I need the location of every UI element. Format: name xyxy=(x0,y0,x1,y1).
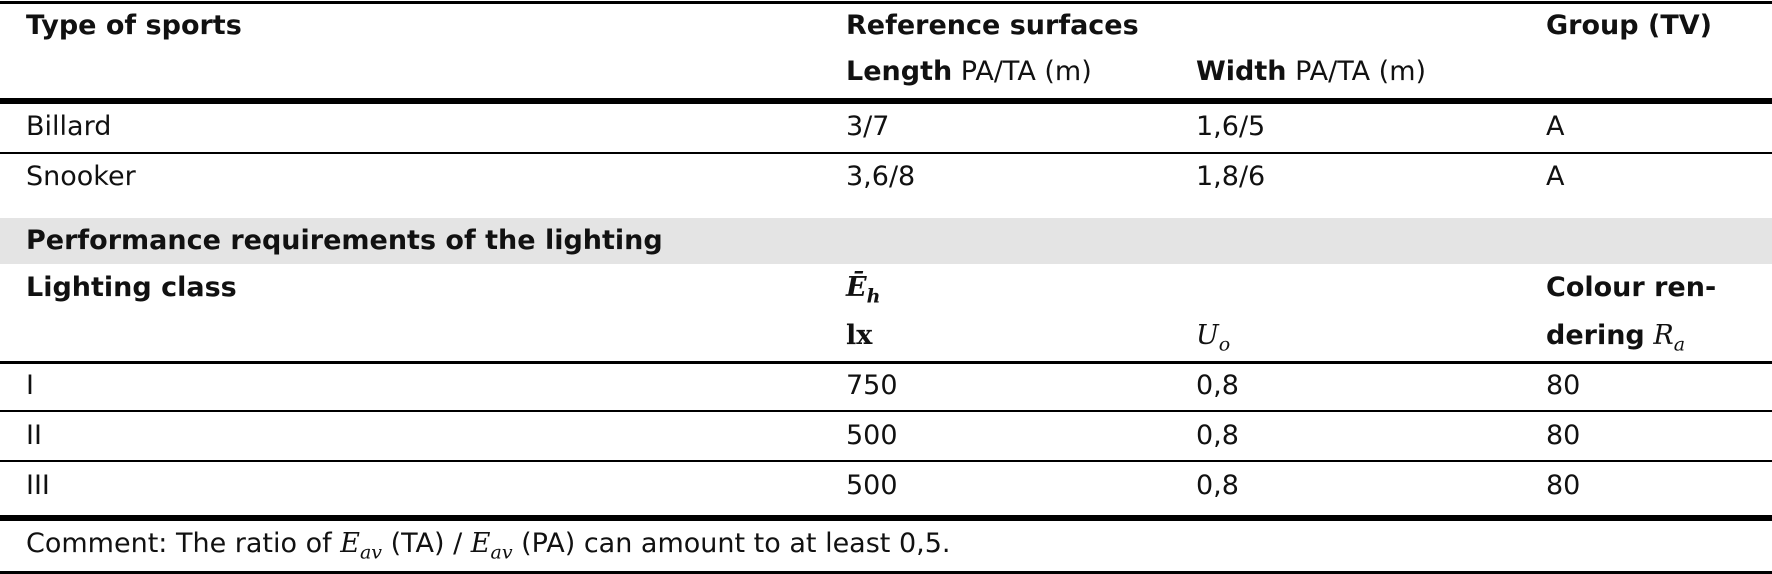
symbol: Ē xyxy=(846,272,867,303)
rule xyxy=(0,1,1772,4)
table-cell: 500 xyxy=(846,420,898,451)
header-cell: Reference surfaces xyxy=(846,10,1139,41)
text: Comment: The ratio of xyxy=(26,528,341,559)
subscript: h xyxy=(866,285,881,308)
table-cell: Snooker xyxy=(26,161,136,192)
subscript: o xyxy=(1218,333,1231,356)
table-cell: 0,8 xyxy=(1196,370,1239,401)
text: (PA) can amount to at least 0,5. xyxy=(512,528,951,559)
header-cell: Colour ren- xyxy=(1546,272,1717,303)
table-cell: A xyxy=(1546,161,1565,192)
header-cell: dering Ra xyxy=(1546,320,1685,360)
rule xyxy=(0,410,1772,412)
table-cell: 500 xyxy=(846,470,898,501)
symbol: R xyxy=(1653,320,1674,351)
table-cell: II xyxy=(26,420,42,451)
section-band xyxy=(0,218,1772,264)
section-title: Performance requirements of the lighting xyxy=(26,225,663,256)
table-cell: Billard xyxy=(26,111,112,142)
table-cell: 3/7 xyxy=(846,111,890,142)
table-cell: I xyxy=(26,370,34,401)
header-cell: Ēh xyxy=(846,272,880,312)
symbol: Eav xyxy=(470,528,513,563)
table-cell: 80 xyxy=(1546,420,1581,451)
table-cell: 750 xyxy=(846,370,898,401)
rule xyxy=(0,152,1772,154)
header-cell: Length PA/TA (m) xyxy=(846,56,1092,88)
label: Length xyxy=(846,56,953,87)
table-cell: 0,8 xyxy=(1196,470,1239,501)
table-cell: 0,8 xyxy=(1196,420,1239,451)
table-cell: 1,6/5 xyxy=(1196,111,1266,142)
table-cell: 80 xyxy=(1546,370,1581,401)
symbol: E xyxy=(340,528,360,559)
symbol: Eav xyxy=(340,528,382,563)
rule xyxy=(0,460,1772,462)
table-cell: 1,8/6 xyxy=(1196,161,1266,192)
subscript: av xyxy=(359,541,382,564)
header-cell: lx xyxy=(846,320,873,351)
table-cell: A xyxy=(1546,111,1565,142)
header-cell: Uo xyxy=(1196,320,1230,360)
subscript: av xyxy=(490,541,513,564)
table-cell: 3,6/8 xyxy=(846,161,916,192)
symbol: U xyxy=(1196,320,1219,351)
header-cell: Width PA/TA (m) xyxy=(1196,56,1426,88)
table-cell: III xyxy=(26,470,50,501)
text: (TA) / xyxy=(382,528,471,559)
rule xyxy=(0,98,1772,104)
unit: PA/TA (m) xyxy=(1295,56,1427,87)
table-cell: 80 xyxy=(1546,470,1581,501)
symbol: E xyxy=(470,528,491,559)
unit: PA/TA (m) xyxy=(960,56,1092,87)
header-cell: Lighting class xyxy=(26,272,237,303)
symbol: Ra xyxy=(1653,320,1685,355)
label: Width xyxy=(1196,56,1287,87)
rule xyxy=(0,361,1772,364)
label: dering xyxy=(1546,320,1645,351)
comment: Comment: The ratio of Eav (TA) / Eav (PA… xyxy=(26,528,950,568)
subscript: a xyxy=(1673,333,1686,356)
header-cell: Type of sports xyxy=(26,10,242,41)
header-cell: Group (TV) xyxy=(1546,10,1712,41)
rule xyxy=(0,571,1772,574)
rule xyxy=(0,515,1772,521)
